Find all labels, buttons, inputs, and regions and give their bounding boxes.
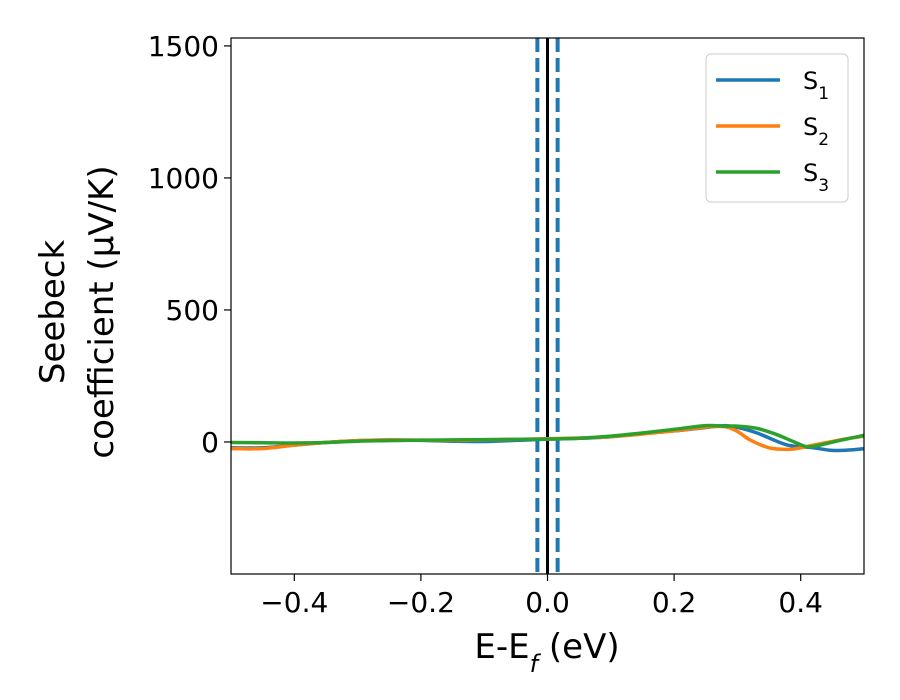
legend-box [705,53,849,203]
x-tick-label: −0.4 [260,586,328,619]
legend: S1 S2 S3 [705,53,849,203]
series-lines [231,423,864,453]
vertical-reference-lines [535,38,560,574]
y-tick-label: 500 [166,294,219,327]
series-line-s3 [231,423,864,449]
x-axis-ticks: −0.4 −0.2 0.0 0.2 0.4 [260,574,823,619]
x-tick-label: 0.2 [652,586,697,619]
y-tick-label: 0 [201,426,219,459]
y-axis-label-line1: Seebeck [33,240,73,385]
y-tick-label: 1500 [148,30,219,63]
x-tick-label: −0.2 [387,586,455,619]
legend-label-s1: S1 [803,67,829,104]
x-tick-label: 0.4 [778,586,823,619]
y-axis-ticks: 0 500 1000 1500 [148,30,231,459]
legend-label-s2: S2 [803,113,829,150]
x-tick-label: 0.0 [525,586,570,619]
x-axis-label: E-Ef (eV) [474,627,619,678]
y-axis-label-line2: coefficient (μV/K) [82,165,122,458]
y-tick-label: 1000 [148,162,219,195]
legend-label-s3: S3 [803,159,829,196]
